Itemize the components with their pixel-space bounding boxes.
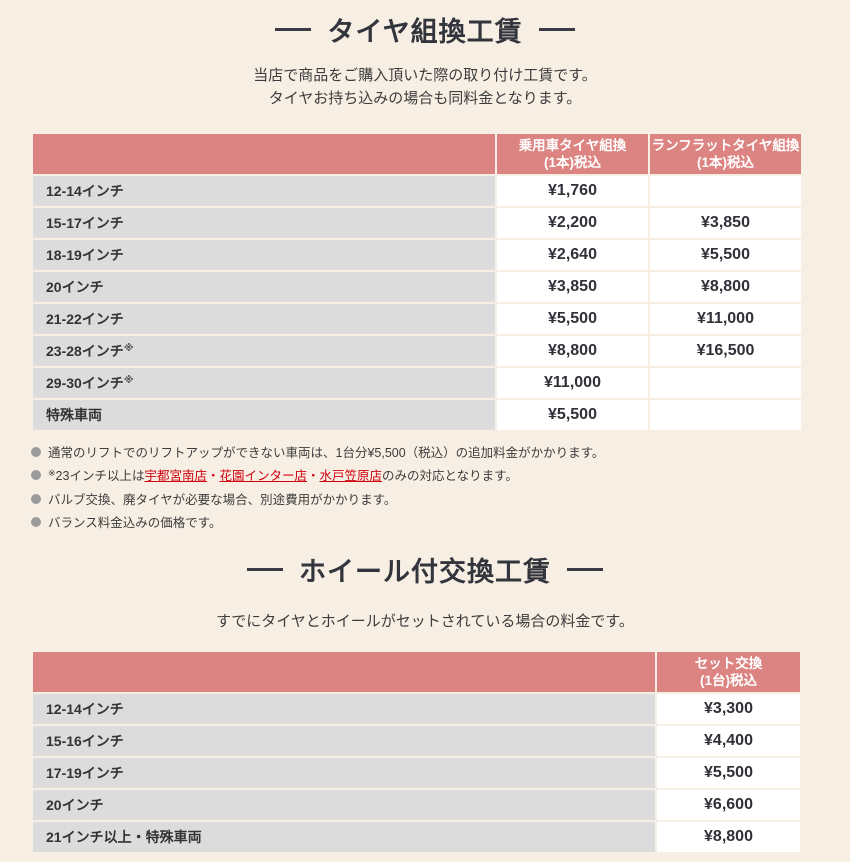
- size-label-cell: 23-28インチ※: [33, 336, 495, 366]
- set-price-cell: ¥6,600: [657, 790, 800, 820]
- size-label-cell: 20インチ: [33, 790, 655, 820]
- tire-header-passenger-line1: 乗用車タイヤ組換: [518, 138, 627, 153]
- tire-section-title: タイヤ組換工賃: [0, 10, 850, 49]
- bullet-icon: [31, 470, 41, 480]
- size-label-cell: 21-22インチ: [33, 304, 495, 334]
- title-dash-icon: [247, 568, 283, 571]
- runflat-price-cell: ¥8,800: [650, 272, 801, 302]
- set-price-cell: ¥4,400: [657, 726, 800, 756]
- note-balance-included: バランス料金込みの価格です。: [31, 512, 850, 535]
- table-row: 12-14インチ ¥1,760: [33, 176, 801, 206]
- store-separator: ・: [307, 469, 320, 483]
- table-row: 20インチ ¥3,850 ¥8,800: [33, 272, 801, 302]
- tire-section-title-text: タイヤ組換工賃: [327, 17, 523, 47]
- passenger-price-cell: ¥2,200: [497, 208, 648, 238]
- table-row: 21-22インチ ¥5,500 ¥11,000: [33, 304, 801, 334]
- passenger-price-cell: ¥5,500: [497, 304, 648, 334]
- runflat-price-cell: ¥3,850: [650, 208, 801, 238]
- table-row: 15-16インチ ¥4,400: [33, 726, 800, 756]
- runflat-price-cell: ¥11,000: [650, 304, 801, 334]
- table-row: 21インチ以上・特殊車両 ¥8,800: [33, 822, 800, 852]
- tire-header-runflat-line1: ランフラットタイヤ組換: [651, 138, 800, 153]
- wheel-table-header-row: セット交換 (1台)税込: [33, 652, 800, 692]
- wheel-header-set-line1: セット交換: [694, 656, 763, 671]
- tire-notes: 通常のリフトでのリフトアップができない車両は、1台分¥5,500（税込）の追加料…: [31, 442, 850, 535]
- bullet-icon: [31, 517, 41, 527]
- note-valve-fee: バルブ交換、廃タイヤが必要な場合、別途費用がかかります。: [31, 489, 850, 512]
- tire-description-line2: タイヤお持ち込みの場合も同料金となります。: [268, 90, 582, 107]
- tire-header-runflat-line2: (1本)税込: [697, 155, 754, 170]
- set-price-cell: ¥3,300: [657, 694, 800, 724]
- passenger-price-cell: ¥2,640: [497, 240, 648, 270]
- size-label-cell: 12-14インチ: [33, 176, 495, 206]
- wheel-header-set-line2: (1台)税込: [700, 673, 757, 688]
- wheel-price-table: セット交換 (1台)税込 12-14インチ ¥3,300 15-16インチ ¥4…: [31, 650, 802, 854]
- table-row: 15-17インチ ¥2,200 ¥3,850: [33, 208, 801, 238]
- wheel-section-title: ホイール付交換工賃: [0, 550, 850, 589]
- title-dash-icon: [275, 28, 312, 31]
- table-row: 12-14インチ ¥3,300: [33, 694, 800, 724]
- passenger-price-cell: ¥5,500: [497, 400, 648, 430]
- store-link-utsunomiya-minami[interactable]: 宇都宮南店: [144, 469, 207, 483]
- size-label-cell: 17-19インチ: [33, 758, 655, 788]
- table-row: 23-28インチ※ ¥8,800 ¥16,500: [33, 336, 801, 366]
- passenger-price-cell: ¥8,800: [497, 336, 648, 366]
- size-label-cell: 29-30インチ※: [33, 368, 495, 398]
- runflat-price-cell: [650, 368, 801, 398]
- note-lift-surcharge: 通常のリフトでのリフトアップができない車両は、1台分¥5,500（税込）の追加料…: [31, 442, 850, 465]
- size-label-cell: 20インチ: [33, 272, 495, 302]
- wheel-section-description: すでにタイヤとホイールがセットされている場合の料金です。: [216, 613, 634, 630]
- store-link-hanazono-inter[interactable]: 花園インター店: [219, 469, 307, 483]
- store-link-mito-kasahara[interactable]: 水戸笠原店: [319, 469, 383, 483]
- tire-header-blank-cell: [33, 134, 495, 174]
- title-dash-icon: [567, 568, 603, 571]
- size-label-cell: 15-16インチ: [33, 726, 655, 756]
- size-label-cell: 21インチ以上・特殊車両: [33, 822, 655, 852]
- wheel-section-title-text: ホイール付交換工賃: [299, 557, 551, 587]
- note-ref-mark: ※: [48, 468, 56, 478]
- bullet-icon: [31, 494, 41, 504]
- table-row: 17-19インチ ¥5,500: [33, 758, 800, 788]
- size-label-cell: 15-17インチ: [33, 208, 495, 238]
- store-separator: ・: [206, 469, 220, 483]
- passenger-price-cell: ¥1,760: [497, 176, 648, 206]
- set-price-cell: ¥8,800: [657, 822, 800, 852]
- passenger-price-cell: ¥3,850: [497, 272, 648, 302]
- bullet-icon: [31, 447, 41, 457]
- note-ref-mark: ※: [123, 343, 134, 354]
- table-row: 29-30インチ※ ¥11,000: [33, 368, 801, 398]
- tire-header-passenger-cell: 乗用車タイヤ組換 (1本)税込: [497, 134, 648, 174]
- runflat-price-cell: [650, 400, 801, 430]
- wheel-header-blank-cell: [33, 652, 655, 692]
- tire-header-runflat-cell: ランフラットタイヤ組換 (1本)税込: [650, 134, 801, 174]
- size-label-cell: 特殊車両: [33, 400, 495, 430]
- table-row: 20インチ ¥6,600: [33, 790, 800, 820]
- tire-table-header-row: 乗用車タイヤ組換 (1本)税込 ランフラットタイヤ組換 (1本)税込: [33, 134, 801, 174]
- runflat-price-cell: ¥16,500: [650, 336, 801, 366]
- runflat-price-cell: [650, 176, 801, 206]
- passenger-price-cell: ¥11,000: [497, 368, 648, 398]
- set-price-cell: ¥5,500: [657, 758, 800, 788]
- tire-section-description: 当店で商品をご購入頂いた際の取り付け工賃です。 タイヤお持ち込みの場合も同料金と…: [0, 64, 850, 110]
- note-ref-mark: ※: [123, 375, 134, 386]
- title-dash-icon: [538, 28, 575, 31]
- tire-header-passenger-line2: (1本)税込: [544, 155, 601, 170]
- table-row: 特殊車両 ¥5,500: [33, 400, 801, 430]
- tire-description-line1: 当店で商品をご購入頂いた際の取り付け工賃です。: [253, 67, 597, 84]
- table-row: 18-19インチ ¥2,640 ¥5,500: [33, 240, 801, 270]
- note-store-limitation: ※23インチ以上は宇都宮南店・花園インター店・水戸笠原店のみの対応となります。: [31, 465, 850, 489]
- size-label-cell: 18-19インチ: [33, 240, 495, 270]
- wheel-header-set-cell: セット交換 (1台)税込: [657, 652, 800, 692]
- tire-price-table: 乗用車タイヤ組換 (1本)税込 ランフラットタイヤ組換 (1本)税込 12-14…: [31, 132, 803, 432]
- size-label-cell: 12-14インチ: [33, 694, 655, 724]
- runflat-price-cell: ¥5,500: [650, 240, 801, 270]
